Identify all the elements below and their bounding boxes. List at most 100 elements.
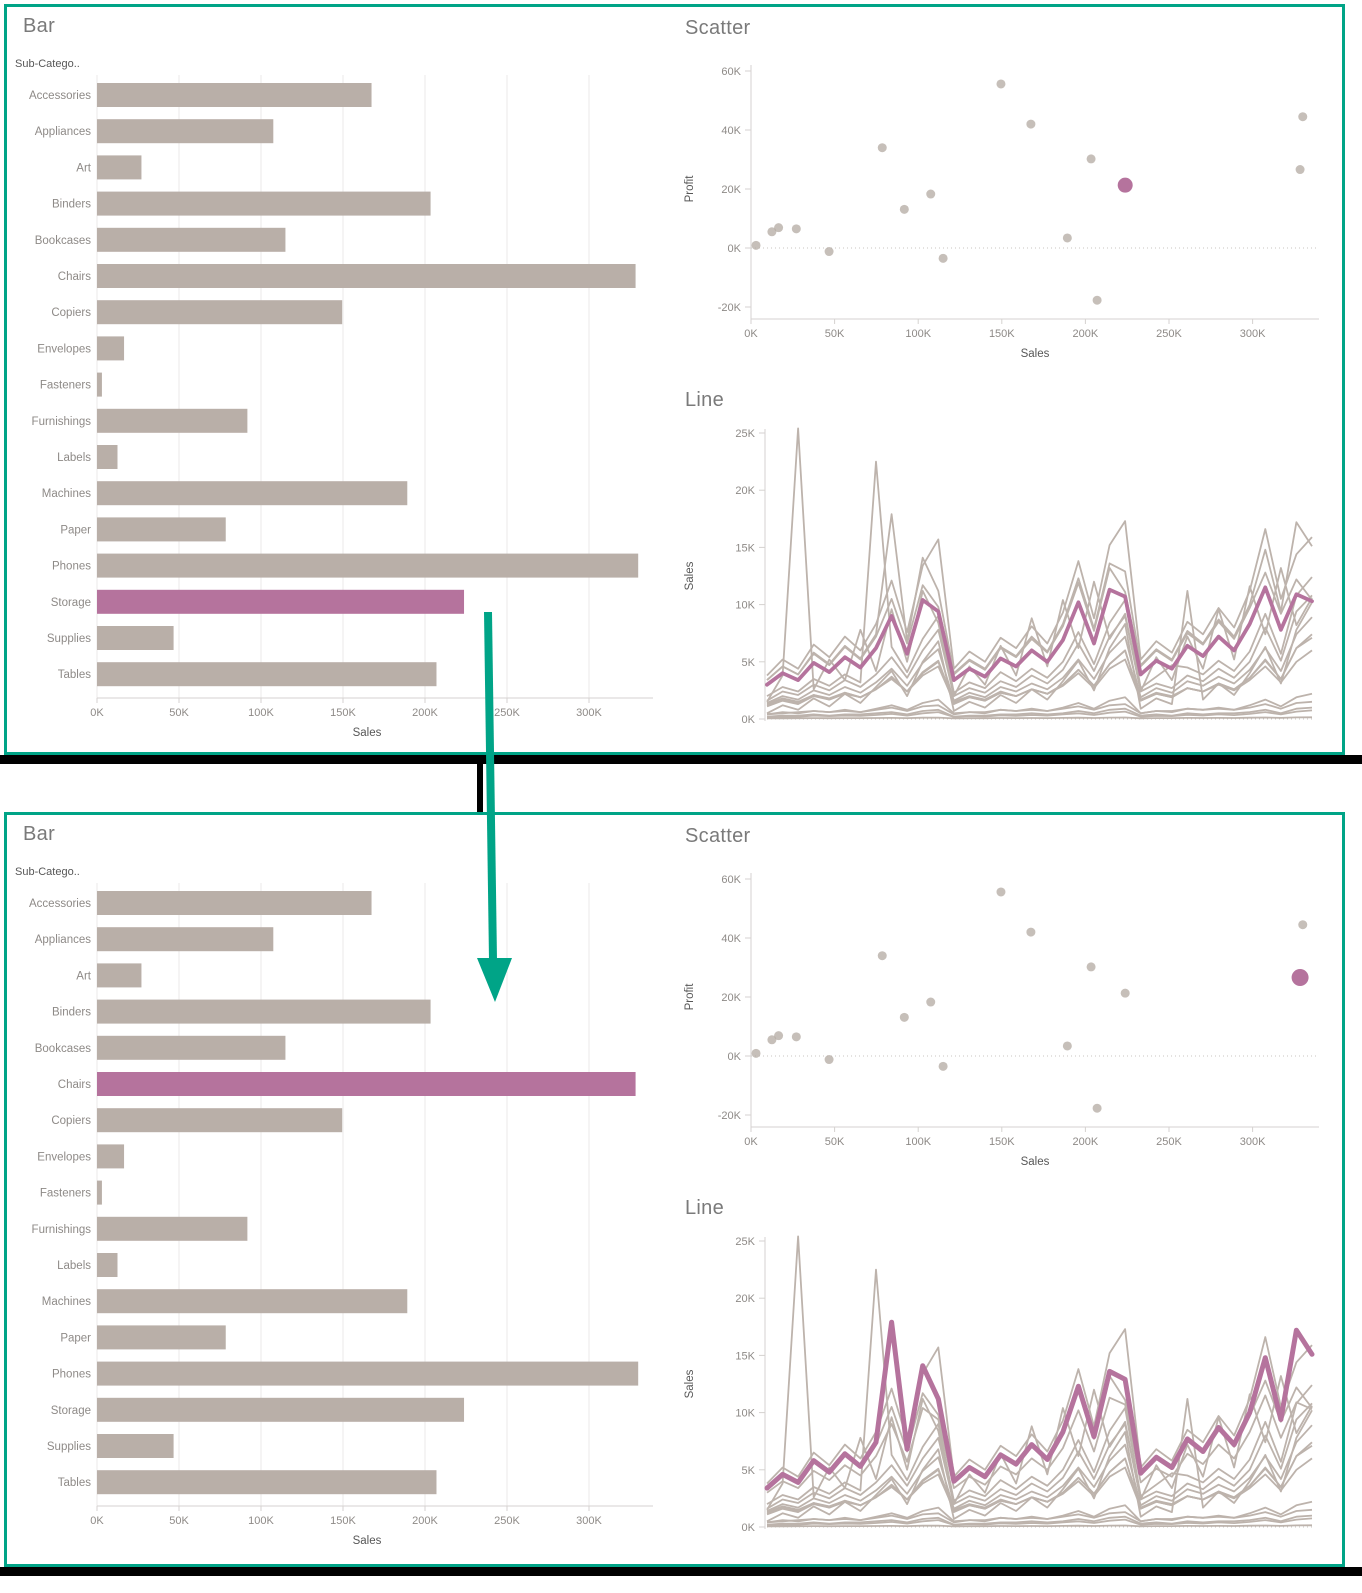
point-supplies[interactable] bbox=[824, 1055, 834, 1065]
line-paper[interactable] bbox=[766, 1457, 1313, 1513]
line-storage-highlighted[interactable] bbox=[765, 585, 1314, 687]
line-supplies[interactable] bbox=[766, 1500, 1313, 1524]
point-tables[interactable] bbox=[1092, 1103, 1102, 1113]
point-bookcases[interactable] bbox=[938, 1061, 948, 1071]
line-machines[interactable] bbox=[766, 427, 1313, 703]
line-envelopes[interactable] bbox=[766, 706, 1313, 718]
bar-chairs[interactable] bbox=[97, 264, 636, 288]
point-storage-highlighted[interactable] bbox=[1117, 177, 1133, 193]
bar-paper[interactable] bbox=[97, 1325, 226, 1350]
point-labels[interactable] bbox=[767, 1035, 777, 1045]
line-fasteners[interactable] bbox=[766, 716, 1313, 720]
line-accessories[interactable] bbox=[766, 1402, 1313, 1510]
point-phones[interactable] bbox=[1298, 112, 1308, 122]
bar-plot[interactable]: Sub-Catego.. Accessories Appliances Art Bind… bbox=[13, 53, 675, 749]
line-labels[interactable] bbox=[766, 709, 1313, 719]
bar-accessories[interactable] bbox=[97, 891, 372, 915]
bar-supplies[interactable] bbox=[97, 1434, 174, 1458]
point-appliances[interactable] bbox=[926, 189, 936, 199]
bar-chart: Bar Sub-Catego.. Accessories Appliances Art… bbox=[13, 817, 675, 1561]
line-binders[interactable] bbox=[766, 460, 1313, 697]
bar-machines[interactable] bbox=[97, 1289, 408, 1314]
line-chairs-highlighted[interactable] bbox=[764, 1319, 1315, 1491]
bar-art[interactable] bbox=[97, 155, 142, 180]
bar-appliances[interactable] bbox=[97, 927, 274, 952]
line-tables[interactable] bbox=[766, 567, 1313, 681]
bar-art[interactable] bbox=[97, 963, 142, 988]
bar-labels[interactable] bbox=[97, 445, 118, 469]
point-art[interactable] bbox=[791, 1032, 801, 1042]
bar-accessories[interactable] bbox=[97, 83, 372, 107]
point-binders[interactable] bbox=[1086, 154, 1096, 164]
point-paper[interactable] bbox=[877, 951, 887, 961]
line-plot[interactable]: 0K 5K 10K 15K 20K 25K Sales bbox=[679, 421, 1343, 753]
point-tables[interactable] bbox=[1092, 295, 1102, 305]
bar-storage[interactable] bbox=[97, 589, 465, 614]
point-fasteners[interactable] bbox=[751, 240, 761, 250]
point-copiers[interactable] bbox=[996, 887, 1006, 897]
point-bookcases[interactable] bbox=[938, 253, 948, 263]
scatter-chart: Scatter 60K 40K 20K 0K -20K 0K 50K 100K 150K 200K… bbox=[679, 9, 1343, 379]
line-fasteners[interactable] bbox=[766, 1524, 1313, 1528]
bar-chairs[interactable] bbox=[97, 1072, 636, 1096]
point-paper[interactable] bbox=[877, 143, 887, 153]
bar-plot[interactable]: Sub-Catego.. Accessories Appliances Art Bind… bbox=[13, 861, 675, 1561]
line-accessories[interactable] bbox=[766, 594, 1313, 702]
line-paper[interactable] bbox=[766, 649, 1313, 705]
bar-labels[interactable] bbox=[97, 1253, 118, 1277]
line-labels[interactable] bbox=[766, 1517, 1313, 1527]
point-machines[interactable] bbox=[1062, 1041, 1072, 1051]
point-binders[interactable] bbox=[1086, 962, 1096, 972]
point-fasteners[interactable] bbox=[751, 1048, 761, 1058]
bar-furnishings[interactable] bbox=[97, 1216, 248, 1241]
bar-copiers[interactable] bbox=[97, 300, 343, 325]
point-furnishings[interactable] bbox=[899, 1012, 909, 1022]
point-machines[interactable] bbox=[1062, 233, 1072, 243]
scatter-plot[interactable]: 60K 40K 20K 0K -20K 0K 50K 100K 150K 200K 250K 300K… bbox=[679, 859, 1343, 1185]
bar-bookcases[interactable] bbox=[97, 1035, 286, 1060]
point-copiers[interactable] bbox=[996, 79, 1006, 89]
line-phones[interactable] bbox=[766, 1328, 1313, 1485]
bar-fasteners[interactable] bbox=[97, 372, 102, 397]
line-bookcases[interactable] bbox=[766, 616, 1313, 704]
bar-paper[interactable] bbox=[97, 517, 226, 542]
line-supplies[interactable] bbox=[766, 692, 1313, 716]
bar-copiers[interactable] bbox=[97, 1108, 343, 1133]
line-storage[interactable] bbox=[766, 1394, 1313, 1494]
bar-phones[interactable] bbox=[97, 1361, 639, 1386]
bar-machines[interactable] bbox=[97, 481, 408, 506]
bar-appliances[interactable] bbox=[97, 119, 274, 144]
point-furnishings[interactable] bbox=[899, 204, 909, 214]
point-labels[interactable] bbox=[767, 227, 777, 237]
bar-phones[interactable] bbox=[97, 553, 639, 578]
point-appliances[interactable] bbox=[926, 997, 936, 1007]
line-binders[interactable] bbox=[766, 1268, 1313, 1505]
bar-fasteners[interactable] bbox=[97, 1180, 102, 1205]
point-phones[interactable] bbox=[1298, 920, 1308, 930]
bar-envelopes[interactable] bbox=[97, 1144, 125, 1169]
point-chairs[interactable] bbox=[1295, 165, 1305, 175]
point-art[interactable] bbox=[791, 224, 801, 234]
bar-bookcases[interactable] bbox=[97, 227, 286, 252]
bar-furnishings[interactable] bbox=[97, 408, 248, 433]
point-chairs-highlighted[interactable] bbox=[1291, 969, 1309, 987]
bar-envelopes[interactable] bbox=[97, 336, 125, 361]
point-accessories[interactable] bbox=[1026, 119, 1036, 129]
bar-storage[interactable] bbox=[97, 1397, 465, 1422]
bar-binders[interactable] bbox=[97, 999, 431, 1024]
line-bookcases[interactable] bbox=[766, 1424, 1313, 1512]
bar-binders[interactable] bbox=[97, 191, 431, 216]
line-phones[interactable] bbox=[766, 520, 1313, 677]
scatter-plot[interactable]: 60K 40K 20K 0K -20K 0K 50K 100K 150K 200K 250K 300K… bbox=[679, 51, 1343, 377]
bar-tables[interactable] bbox=[97, 1470, 437, 1495]
point-envelopes[interactable] bbox=[774, 1031, 784, 1041]
point-supplies[interactable] bbox=[824, 247, 834, 257]
line-plot[interactable]: 0K 5K 10K 15K 20K 25K Sales bbox=[679, 1229, 1343, 1565]
point-envelopes[interactable] bbox=[774, 223, 784, 233]
bar-supplies[interactable] bbox=[97, 626, 174, 650]
point-accessories[interactable] bbox=[1026, 927, 1036, 937]
line-envelopes[interactable] bbox=[766, 1514, 1313, 1526]
bar-tables[interactable] bbox=[97, 662, 437, 687]
line-chart: Line 0K 5K 10K 15K 20K 25K Sales bbox=[679, 1187, 1343, 1563]
point-storage[interactable] bbox=[1120, 988, 1130, 998]
